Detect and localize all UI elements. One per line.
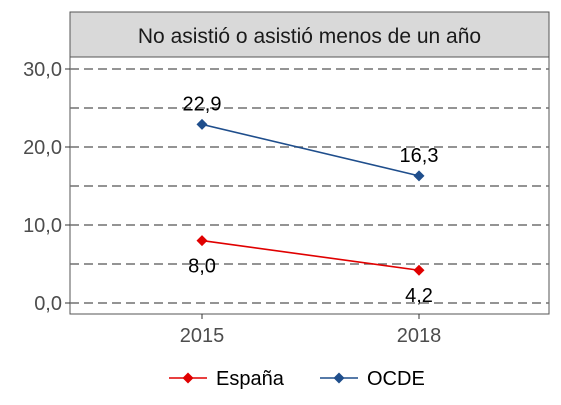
x-tick-label: 2018 <box>397 325 442 347</box>
x-axis: 2015 2018 <box>180 314 442 347</box>
series-line <box>201 239 420 272</box>
data-point <box>413 264 425 276</box>
series-layer: 8,0 4,2 22,9 16,3 <box>183 93 439 307</box>
y-axis: 0,0 10,0 20,0 30,0 <box>23 59 70 315</box>
legend-marker <box>333 372 345 384</box>
y-tick-label: 10,0 <box>23 215 62 237</box>
legend-label: España <box>216 368 285 390</box>
data-label: 22,9 <box>183 93 222 115</box>
legend-label: OCDE <box>367 368 425 390</box>
y-tick-label: 0,0 <box>34 293 62 315</box>
data-point <box>413 170 425 182</box>
data-point <box>196 118 208 130</box>
x-tick-label: 2015 <box>180 325 225 347</box>
legend-marker <box>182 372 194 384</box>
y-tick-label: 20,0 <box>23 137 62 159</box>
legend: España OCDE <box>169 368 425 390</box>
data-point <box>196 235 208 247</box>
data-label: 4,2 <box>405 285 433 307</box>
facet-strip <box>69 11 550 58</box>
chart-title: No asistió o asistió menos de un año <box>138 25 481 48</box>
gridlines <box>70 68 549 304</box>
data-label: 16,3 <box>400 145 439 167</box>
y-tick-label: 30,0 <box>23 59 62 81</box>
data-label: 8,0 <box>188 256 216 278</box>
series-line <box>201 123 420 177</box>
